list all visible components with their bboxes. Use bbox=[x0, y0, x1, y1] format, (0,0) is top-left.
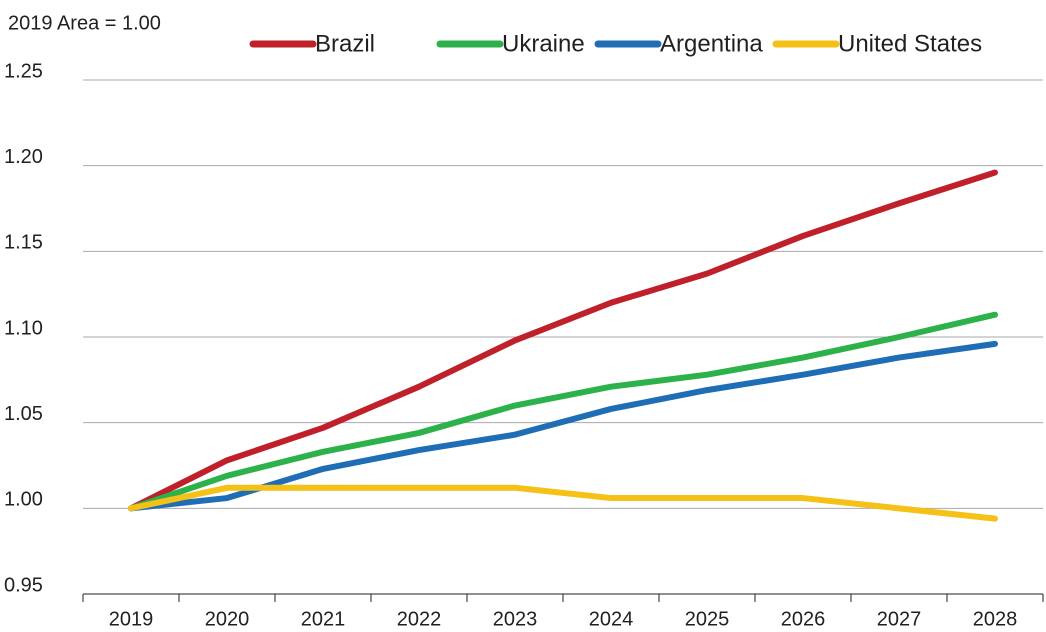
x-tick-label: 2026 bbox=[781, 608, 826, 630]
y-tick-label: 1.15 bbox=[4, 232, 43, 254]
legend-label: United States bbox=[838, 30, 982, 57]
x-tick-label: 2024 bbox=[589, 608, 634, 630]
legend-label: Brazil bbox=[315, 30, 375, 57]
x-tick-label: 2019 bbox=[109, 608, 154, 630]
x-tick-label: 2022 bbox=[397, 608, 442, 630]
legend-label: Argentina bbox=[660, 30, 763, 57]
series-line bbox=[128, 340, 998, 512]
subtitle: 2019 Area = 1.00 bbox=[8, 12, 161, 34]
y-tick-label: 0.95 bbox=[4, 574, 43, 596]
y-tick-label: 1.10 bbox=[4, 317, 43, 339]
y-tick-label: 1.20 bbox=[4, 146, 43, 168]
y-tick-label: 1.05 bbox=[4, 403, 43, 425]
legend: Brazil Ukraine Argentina United States bbox=[249, 30, 982, 57]
y-tick-label: 1.00 bbox=[4, 489, 43, 511]
series-line bbox=[128, 311, 998, 512]
x-tick-label: 2023 bbox=[493, 608, 538, 630]
x-tick-label: 2025 bbox=[685, 608, 730, 630]
series-line bbox=[128, 169, 998, 512]
x-tick-label: 2020 bbox=[205, 608, 250, 630]
x-tick-label: 2027 bbox=[877, 608, 922, 630]
x-tick-label: 2028 bbox=[973, 608, 1018, 630]
legend-label: Ukraine bbox=[502, 30, 585, 57]
x-tick-label: 2021 bbox=[301, 608, 346, 630]
y-tick-label: 1.25 bbox=[4, 60, 43, 82]
series-line bbox=[128, 484, 998, 522]
